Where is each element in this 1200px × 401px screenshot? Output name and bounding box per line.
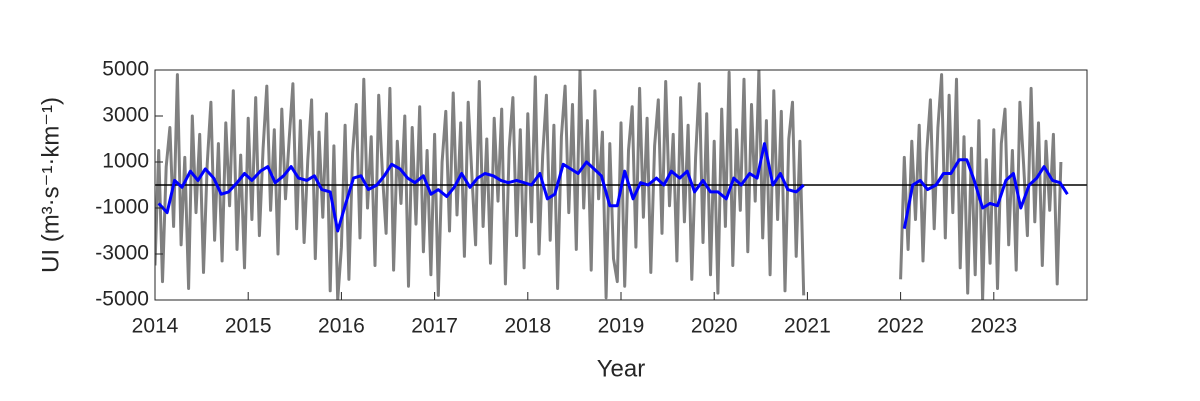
x-axis-label: Year [597,355,646,382]
x-tick-label: 2014 [132,315,179,338]
y-tick-label: -3000 [95,242,149,265]
y-tick-label: -5000 [95,288,149,311]
series-line [155,70,1063,300]
y-tick-label: 1000 [102,150,149,173]
x-tick-label: 2016 [318,315,365,338]
axes: -5000 -3000 -1000 1000 3000 5000 2014 2015 2016 2… [95,58,1017,338]
y-axis-label: UI (m³·s⁻¹·km⁻¹) [37,97,64,273]
x-tick-label: 2021 [784,315,831,338]
y-tick-label: -1000 [95,196,149,219]
x-tick-label: 2019 [598,315,645,338]
series-line [157,142,1069,233]
x-tick-label: 2015 [225,315,272,338]
x-tick-label: 2018 [504,315,551,338]
x-tick-label: 2022 [877,315,924,338]
x-tick-label: 2023 [970,315,1017,338]
y-tick-label: 3000 [102,104,149,127]
y-tick-label: 5000 [102,58,149,81]
x-tick-label: 2017 [411,315,458,338]
x-tick-label: 2020 [691,315,738,338]
series-layer [155,70,1087,300]
